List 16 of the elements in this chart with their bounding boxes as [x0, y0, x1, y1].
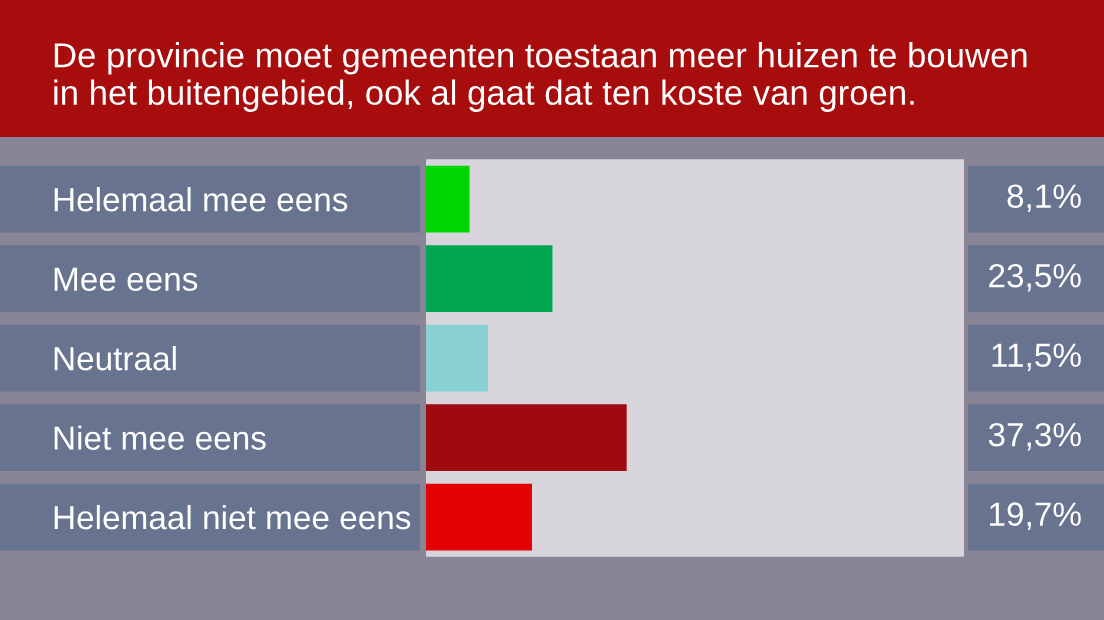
- y-tick-label: Mee eens: [54, 267, 198, 291]
- bar: [426, 324, 488, 392]
- y-tick-label: Niet mee eens: [54, 425, 266, 450]
- bar: [426, 165, 470, 233]
- y-tick-label: Helemaal mee eens: [54, 187, 348, 212]
- data-label: 8,1%: [1007, 184, 1081, 212]
- bar: [426, 245, 553, 312]
- data-label: 11,5%: [992, 343, 1081, 371]
- data-label: 37,3%: [988, 422, 1081, 451]
- bar: [426, 483, 532, 551]
- data-label: 19,7%: [990, 502, 1081, 530]
- bar: [426, 404, 627, 471]
- y-tick-label: Helemaal niet mee eens: [54, 504, 411, 530]
- chart-title: De provincie moet gemeenten toestaan meer huizen te bouwen in het buitengebied, ook al gaat dat ten koste van groen.: [54, 42, 1027, 112]
- data-label: 23,5%: [989, 263, 1081, 292]
- y-tick-label: Neutraal: [54, 345, 176, 371]
